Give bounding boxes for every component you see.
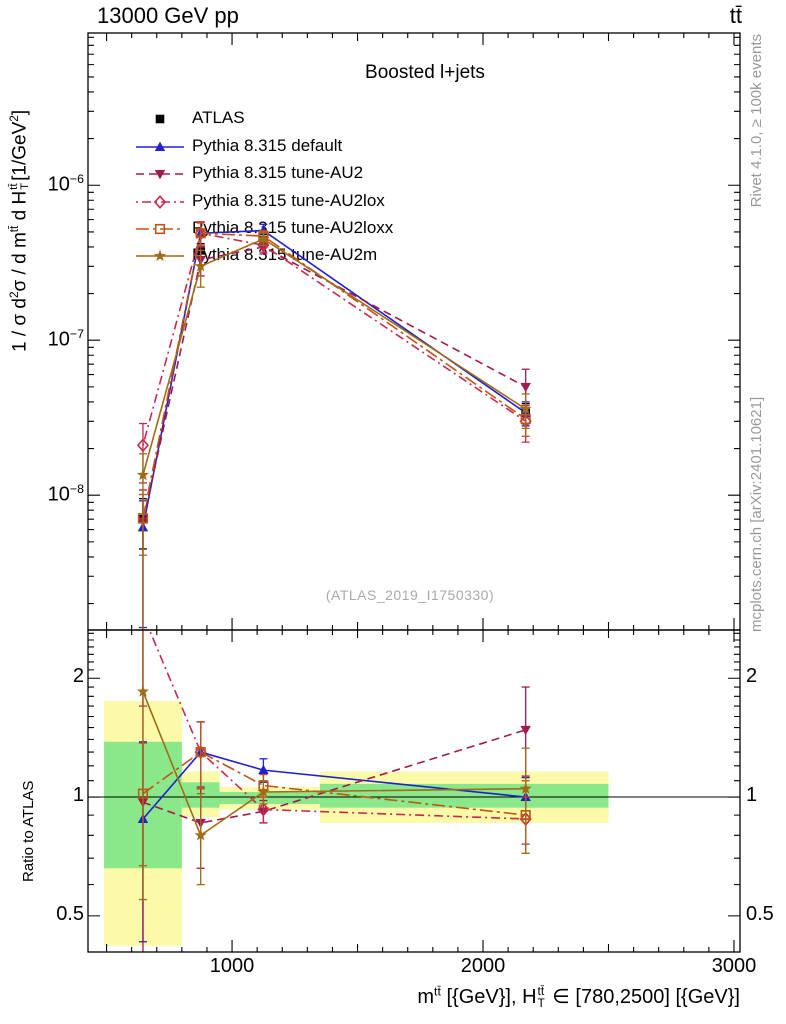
legend-label-3: Pythia 8.315 tune-AU2lox [192,191,385,210]
plot-title: Boosted l+jets [365,62,485,83]
ratio-tick-label-left: 1 [72,784,84,807]
y-tick-label: 10−7 [47,327,84,351]
process-label: tt̄ [729,3,742,28]
watermark: (ATLAS_2019_I1750330) [325,587,495,603]
x-tick-label: 3000 [711,955,757,977]
rivet-version-note: Rivet 4.1.0, ≥ 100k events [748,34,765,208]
mcplots-note: mcplots.cern.ch [arXiv:2401.10621] [748,396,765,632]
legend-label-0: ATLAS [192,108,245,127]
y-tick-label: 10−6 [47,172,84,196]
ratio-tick-label-left: 2 [72,665,84,688]
ratio-tick-label-right: 1 [746,784,758,807]
beam-energy-label: 13000 GeV pp [97,3,239,28]
ratio-tick-label-left: 0.5 [56,902,84,925]
x-tick-label: 2000 [460,955,506,977]
legend-label-1: Pythia 8.315 default [192,136,343,155]
ratio-tick-label-right: 0.5 [746,902,774,925]
y-tick-label: 10−8 [47,482,84,506]
legend-label-4: Pythia 8.315 tune-AU2loxx [192,218,394,237]
x-tick-label: 1000 [209,955,255,977]
legend-label-5: Pythia 8.315 tune-AU2m [192,245,378,264]
ratio-tick-label-right: 2 [746,665,758,688]
legend-label-2: Pythia 8.315 tune-AU2 [192,163,364,182]
